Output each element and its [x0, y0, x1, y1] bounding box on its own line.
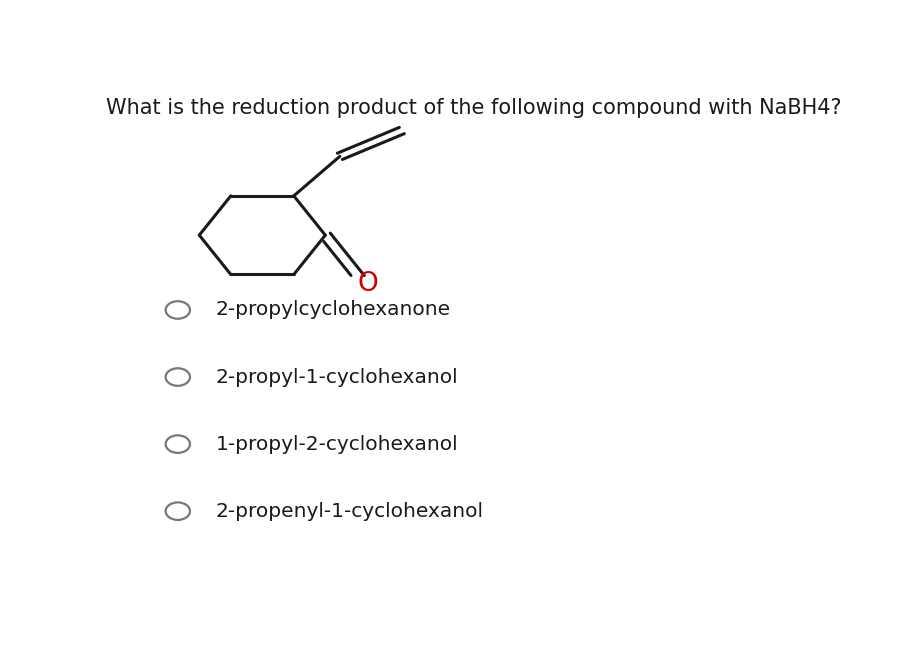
- Text: 1-propyl-2-cyclohexanol: 1-propyl-2-cyclohexanol: [216, 435, 458, 454]
- Text: 2-propylcyclohexanone: 2-propylcyclohexanone: [216, 300, 451, 320]
- Text: What is the reduction product of the following compound with NaBH4?: What is the reduction product of the fol…: [105, 98, 842, 119]
- Text: 2-propyl-1-cyclohexanol: 2-propyl-1-cyclohexanol: [216, 368, 458, 387]
- Text: O: O: [358, 271, 378, 297]
- Text: 2-propenyl-1-cyclohexanol: 2-propenyl-1-cyclohexanol: [216, 502, 484, 521]
